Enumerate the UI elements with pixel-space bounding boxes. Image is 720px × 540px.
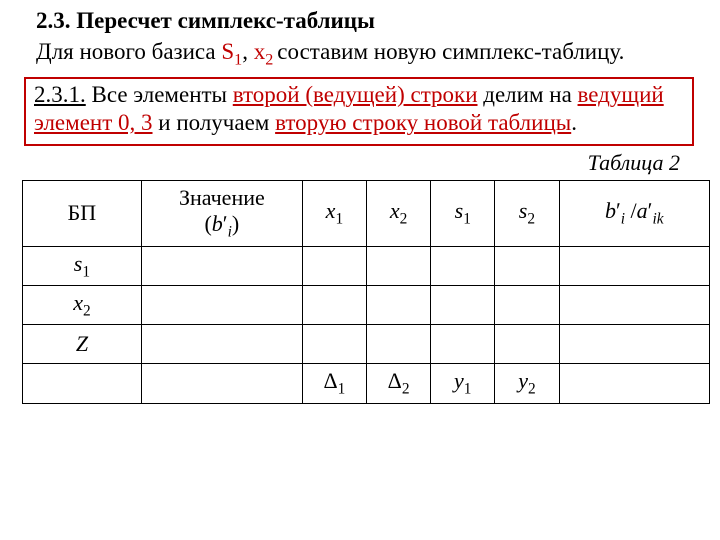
key-row: второй (ведущей) строки [233,82,478,107]
key-newrow: вторую строку новой таблицы [275,110,571,135]
cell [431,285,495,324]
cell [23,364,142,403]
cell [302,325,366,364]
footer-y1: y1 [431,364,495,403]
col-x1: x1 [302,181,366,246]
basis-x2: x2 [254,39,278,64]
footer-d2: Δ2 [367,364,431,403]
col-bp: БП [23,181,142,246]
section-heading: 2.3. Пересчет симплекс-таблицы [36,8,700,34]
col-value: Значение (bʹi) [141,181,302,246]
cell [559,325,709,364]
footer-d1: Δ1 [302,364,366,403]
table-caption: Таблица 2 [20,150,680,176]
cell [141,364,302,403]
cell [431,246,495,285]
cell [559,364,709,403]
cell [367,285,431,324]
col-x2: x2 [367,181,431,246]
cell [559,285,709,324]
cell [302,285,366,324]
cell [559,246,709,285]
row-label-s1: s1 [23,246,142,285]
col-s1: s1 [431,181,495,246]
row-label-x2: x2 [23,285,142,324]
instruction-box: 2.3.1. Все элементы второй (ведущей) стр… [24,77,694,147]
intro-comma: , [242,39,254,64]
basis-s1: S1 [221,39,242,64]
cell [141,246,302,285]
cell [141,285,302,324]
table-header-row: БП Значение (bʹi) x1 x2 s1 s2 bʹi /aʹik [23,181,710,246]
cell [141,325,302,364]
subsection-number: 2.3.1. [34,82,86,107]
box-dot: . [571,110,577,135]
table-row: x2 [23,285,710,324]
box-text-1: Все элементы [86,82,233,107]
intro-paragraph: Для нового базиса S1, x2 составим новую … [20,38,700,71]
table-footer-row: Δ1 Δ2 y1 y2 [23,364,710,403]
cell [495,285,559,324]
intro-suffix: составим новую симплекс-таблицу. [277,39,624,64]
intro-prefix: Для нового базиса [36,39,221,64]
cell [431,325,495,364]
col-s2: s2 [495,181,559,246]
cell [495,246,559,285]
cell [302,246,366,285]
box-text-3: и получаем [153,110,276,135]
simplex-table: БП Значение (bʹi) x1 x2 s1 s2 bʹi /aʹik … [22,180,710,404]
col-ratio: bʹi /aʹik [559,181,709,246]
cell [367,325,431,364]
table-row: Z [23,325,710,364]
footer-y2: y2 [495,364,559,403]
cell [495,325,559,364]
cell [367,246,431,285]
row-label-z: Z [23,325,142,364]
table-row: s1 [23,246,710,285]
box-text-2: делим на [478,82,578,107]
